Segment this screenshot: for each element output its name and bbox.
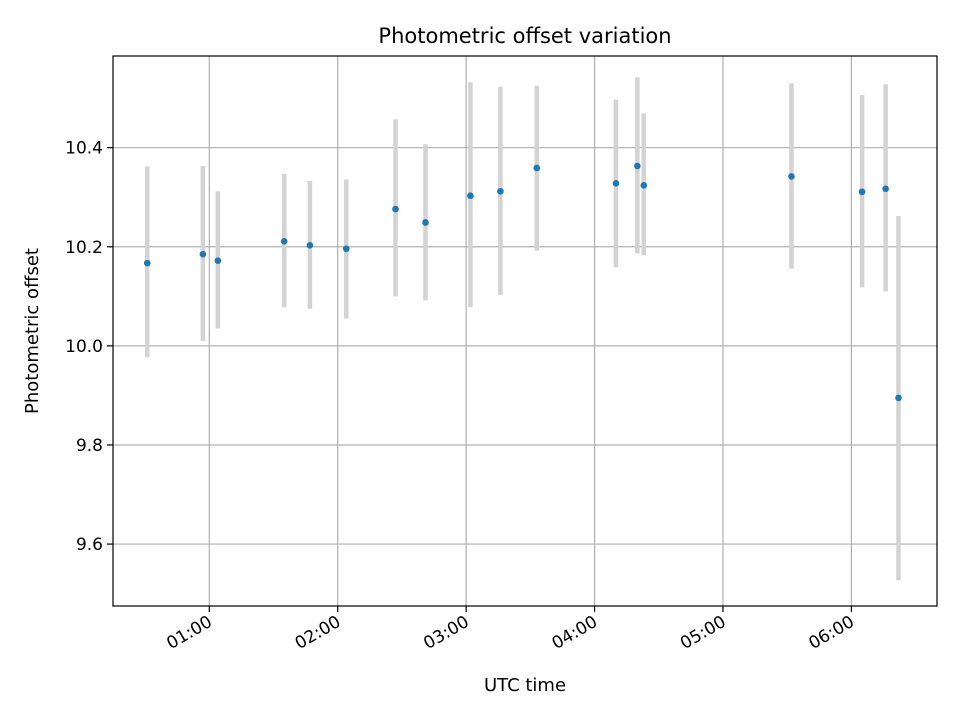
data-point xyxy=(640,182,648,189)
data-point xyxy=(280,238,288,245)
data-point xyxy=(895,394,902,402)
data-point xyxy=(143,259,151,267)
y-axis-ticks: 9.6 9.8 10.0 10.2 10.4 xyxy=(65,139,113,555)
data-point xyxy=(882,185,889,193)
data-point xyxy=(422,219,429,226)
grid xyxy=(113,56,937,606)
y-tick-label: 10.2 xyxy=(65,238,103,258)
data-point xyxy=(342,245,350,253)
data-point xyxy=(199,250,207,258)
data-points xyxy=(143,162,902,402)
data-point xyxy=(497,187,504,195)
plot-area xyxy=(113,56,937,606)
chart-title: Photometric offset variation xyxy=(378,24,671,48)
data-point xyxy=(306,241,314,249)
y-tick-label: 9.8 xyxy=(76,436,103,456)
data-point xyxy=(533,164,541,172)
data-point xyxy=(392,205,399,213)
y-tick-label: 10.0 xyxy=(65,337,103,357)
data-point xyxy=(467,192,474,200)
data-point xyxy=(612,180,620,187)
data-point xyxy=(634,162,641,170)
data-point xyxy=(214,257,222,264)
data-point xyxy=(858,188,866,196)
x-axis-label: UTC time xyxy=(484,675,566,696)
plot-frame xyxy=(112,55,938,607)
y-axis-label: Photometric offset xyxy=(22,248,43,414)
data-point xyxy=(788,173,795,180)
y-tick-label: 10.4 xyxy=(65,139,103,159)
y-tick-label: 9.6 xyxy=(76,535,103,555)
